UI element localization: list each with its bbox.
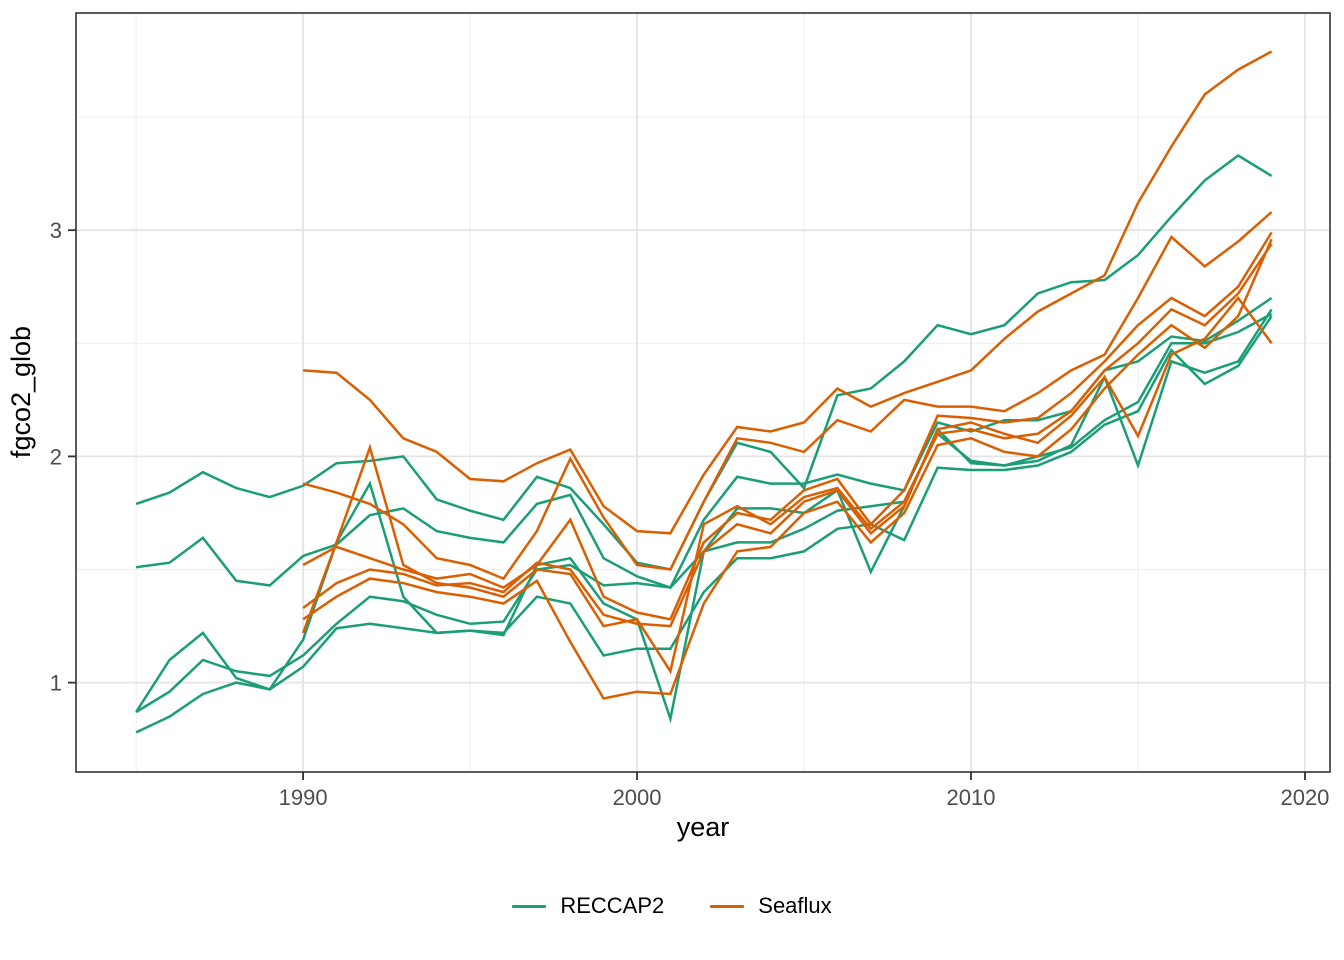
legend-item-seaflux: Seaflux	[710, 893, 832, 918]
x-tick-label: 2010	[947, 785, 996, 810]
x-tick-label: 2000	[613, 785, 662, 810]
legend: RECCAP2 Seaflux	[0, 884, 1344, 928]
panel-border	[75, 12, 1331, 773]
series-line-reccap2_5	[135, 315, 1273, 734]
seaflux-key-line	[710, 904, 745, 908]
y-tick-label: 1	[50, 671, 62, 696]
series-line-seaflux_1	[303, 50, 1273, 535]
y-tick-label: 3	[50, 218, 62, 243]
axis-ticks	[68, 229, 1306, 780]
series-line-seaflux_2	[302, 211, 1273, 581]
major-gridlines	[76, 13, 1330, 772]
plot-panel	[76, 13, 1330, 772]
y-axis-title: fgco2_glob	[6, 326, 36, 458]
reccap2-key-line	[512, 904, 547, 908]
legend-item-reccap2: RECCAP2	[512, 895, 664, 917]
series-line-seaflux_3	[302, 231, 1273, 621]
y-tick-label: 2	[50, 444, 62, 469]
tick-labels: 1990 2000 2010 2020 1 2 3	[50, 218, 1330, 810]
series-line-seaflux_6	[301, 243, 1273, 675]
x-tick-label: 2020	[1280, 785, 1329, 810]
series-line-seaflux_4	[302, 295, 1273, 628]
reccap2-legend-label: RECCAP2	[560, 893, 665, 918]
series-lines	[135, 50, 1273, 734]
x-tick-label: 1990	[279, 785, 328, 810]
series-line-seaflux_5	[302, 238, 1273, 700]
seaflux-legend-label: Seaflux	[758, 893, 832, 918]
minor-gridlines	[76, 13, 1330, 772]
x-axis-title: year	[677, 812, 730, 842]
